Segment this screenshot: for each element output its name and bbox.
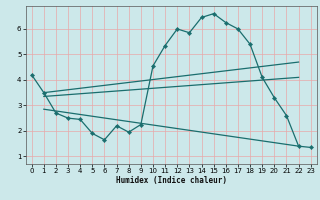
X-axis label: Humidex (Indice chaleur): Humidex (Indice chaleur) xyxy=(116,176,227,185)
